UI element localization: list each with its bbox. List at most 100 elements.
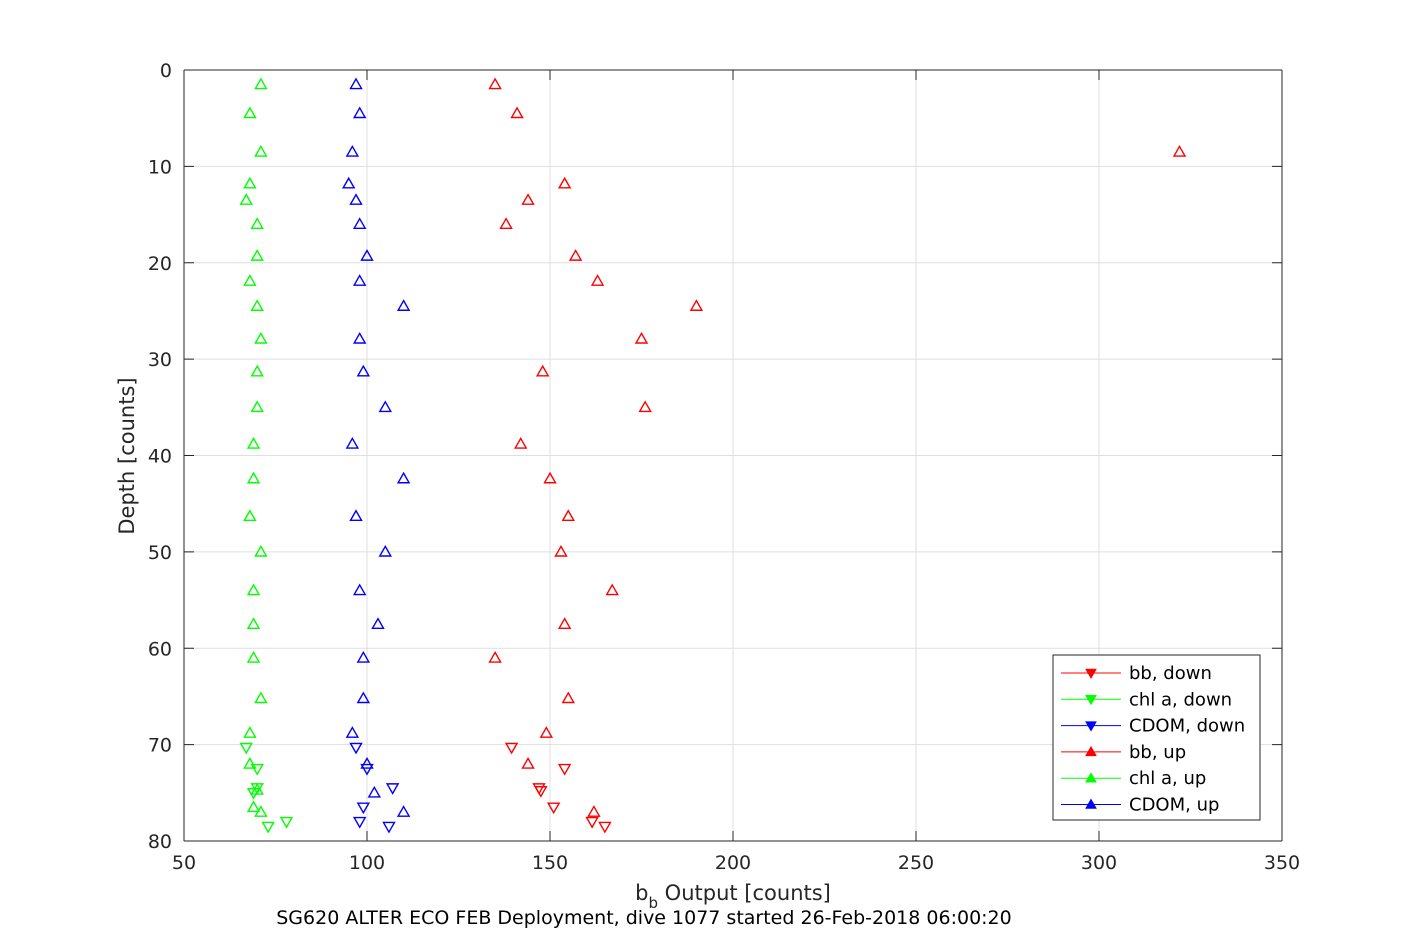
legend-entry: bb, down <box>1061 663 1212 684</box>
data-point <box>634 331 649 344</box>
data-point <box>250 400 264 413</box>
data-point <box>532 783 546 795</box>
data-markers <box>239 77 1187 834</box>
data-point <box>250 763 264 776</box>
x-tick-label: 50 <box>172 852 196 874</box>
x-tick-label: 350 <box>1264 852 1300 874</box>
data-point <box>360 763 374 776</box>
x-tick-label: 250 <box>898 852 934 874</box>
legend-box <box>1052 654 1261 821</box>
data-point <box>243 274 257 286</box>
data-point <box>510 106 524 119</box>
data-point <box>561 691 576 704</box>
y-tick-label: 30 <box>148 349 172 371</box>
data-point <box>239 193 253 205</box>
legend-label: CDOM, up <box>1129 795 1219 816</box>
legend-marker <box>1085 668 1097 680</box>
data-point <box>543 471 557 484</box>
series-cdom-down <box>349 742 400 834</box>
legend-label: chl a, down <box>1129 689 1232 710</box>
y-tick-label: 10 <box>148 156 172 178</box>
data-point <box>561 509 576 522</box>
y-tick-label: 50 <box>148 542 172 564</box>
y-tick-label: 0 <box>160 60 172 82</box>
data-point <box>371 617 385 629</box>
data-point <box>246 800 261 813</box>
data-point <box>250 299 264 311</box>
data-point <box>590 274 605 286</box>
data-point <box>605 583 619 596</box>
data-point <box>396 805 411 817</box>
data-point <box>243 756 257 769</box>
data-point <box>488 77 502 90</box>
data-point <box>382 821 396 834</box>
legend-label: bb, up <box>1129 742 1186 763</box>
y-axis-label: Depth [counts] <box>115 377 139 534</box>
series-cdom-up <box>341 77 411 817</box>
x-tick-label: 100 <box>349 852 385 874</box>
y-tick-label: 20 <box>148 253 172 275</box>
data-point <box>557 617 572 629</box>
data-point <box>246 437 261 449</box>
data-point <box>554 544 568 557</box>
data-point <box>254 805 268 817</box>
data-point <box>243 726 257 738</box>
y-tick-label: 70 <box>148 735 172 757</box>
data-point <box>246 583 261 596</box>
data-point <box>246 471 261 484</box>
y-tick-label: 60 <box>148 638 172 660</box>
data-point <box>250 783 264 795</box>
data-point <box>352 816 367 829</box>
y-tick-label: 40 <box>148 446 172 468</box>
data-point <box>585 816 599 829</box>
data-point <box>279 816 294 829</box>
data-point <box>254 77 268 90</box>
legend-marker <box>1085 721 1097 732</box>
data-point <box>521 193 535 205</box>
data-point <box>243 106 257 119</box>
series-bb-down <box>504 742 612 834</box>
x-tick-label: 150 <box>532 852 568 874</box>
legend-marker <box>1085 798 1097 809</box>
data-point <box>246 650 261 663</box>
data-point <box>261 821 275 834</box>
data-point <box>356 650 371 663</box>
legend-entry: bb, up <box>1061 742 1186 763</box>
data-point <box>587 805 601 817</box>
y-tick-label: 80 <box>148 831 172 853</box>
series-bb-up <box>488 77 1187 817</box>
x-tick-label: 300 <box>1081 852 1117 874</box>
data-point <box>378 400 393 413</box>
legend-entry: CDOM, down <box>1061 716 1245 737</box>
data-point <box>488 650 502 663</box>
data-point <box>568 249 583 261</box>
data-point <box>1172 145 1187 157</box>
legend-marker <box>1085 695 1097 706</box>
data-point <box>356 691 371 704</box>
data-point <box>557 763 572 776</box>
data-point <box>689 299 704 311</box>
data-point <box>246 617 261 629</box>
data-point <box>352 583 367 596</box>
legend-label: chl a, up <box>1129 768 1206 789</box>
grid <box>184 70 1282 841</box>
data-point <box>250 217 264 230</box>
x-axis-label: bb Output [counts] <box>635 881 831 912</box>
legend-label: CDOM, down <box>1129 716 1245 737</box>
legend-marker <box>1085 772 1097 783</box>
data-point <box>367 785 382 798</box>
data-point <box>352 106 367 119</box>
data-point <box>504 742 519 755</box>
data-point <box>243 509 257 522</box>
data-point <box>638 400 652 413</box>
data-point <box>250 249 264 261</box>
data-point <box>356 802 371 815</box>
legend-marker <box>1085 745 1097 757</box>
data-point <box>356 364 371 377</box>
data-point <box>396 471 411 484</box>
data-point <box>360 249 374 261</box>
legend-label: bb, down <box>1129 663 1212 684</box>
legend-entry: CDOM, up <box>1061 795 1219 816</box>
data-point <box>385 783 400 795</box>
